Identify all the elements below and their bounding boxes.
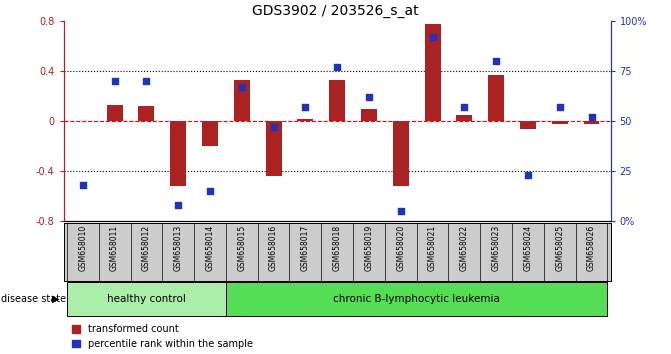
Point <box>364 95 374 100</box>
Bar <box>202 121 218 146</box>
Text: GSM658018: GSM658018 <box>333 225 342 271</box>
Text: GSM658012: GSM658012 <box>142 225 151 271</box>
Bar <box>107 105 123 121</box>
Text: GSM658014: GSM658014 <box>205 225 215 271</box>
Text: GSM658020: GSM658020 <box>397 225 405 271</box>
Bar <box>361 109 377 121</box>
Text: GSM658013: GSM658013 <box>174 225 183 271</box>
Point <box>141 79 152 84</box>
Bar <box>552 121 568 124</box>
Point <box>459 104 470 110</box>
Bar <box>520 121 536 129</box>
Text: GSM658016: GSM658016 <box>269 225 278 271</box>
Bar <box>488 75 504 121</box>
Point <box>268 124 279 130</box>
Point <box>109 79 120 84</box>
Bar <box>425 24 440 121</box>
Text: GSM658023: GSM658023 <box>492 225 501 271</box>
Point <box>395 209 406 214</box>
Point <box>205 188 215 194</box>
Bar <box>584 121 599 124</box>
Text: ▶: ▶ <box>52 294 59 304</box>
Point <box>554 104 565 110</box>
Point <box>523 172 533 178</box>
Text: GSM658022: GSM658022 <box>460 225 469 271</box>
Bar <box>329 80 345 121</box>
Point <box>491 58 501 64</box>
Text: GSM658019: GSM658019 <box>364 225 374 271</box>
Bar <box>456 115 472 121</box>
Bar <box>170 121 186 186</box>
Text: disease state: disease state <box>1 294 66 304</box>
Text: GSM658017: GSM658017 <box>301 225 310 271</box>
Bar <box>297 119 313 121</box>
Text: GSM658024: GSM658024 <box>523 225 533 271</box>
Point <box>427 34 438 40</box>
Text: healthy control: healthy control <box>107 294 186 304</box>
Text: GSM658021: GSM658021 <box>428 225 437 271</box>
Point <box>331 64 342 70</box>
Text: GSM658010: GSM658010 <box>79 225 87 271</box>
Point <box>77 182 88 188</box>
Text: GSM658026: GSM658026 <box>587 225 596 271</box>
Bar <box>226 282 607 316</box>
Bar <box>67 282 226 316</box>
Text: GDS3902 / 203526_s_at: GDS3902 / 203526_s_at <box>252 4 419 18</box>
Bar <box>138 106 154 121</box>
Text: chronic B-lymphocytic leukemia: chronic B-lymphocytic leukemia <box>333 294 500 304</box>
Point <box>173 202 184 208</box>
Bar <box>266 121 282 176</box>
Legend: transformed count, percentile rank within the sample: transformed count, percentile rank withi… <box>72 324 252 349</box>
Point <box>236 84 247 90</box>
Bar <box>234 80 250 121</box>
Point <box>300 104 311 110</box>
Text: GSM658025: GSM658025 <box>555 225 564 271</box>
Point <box>586 114 597 120</box>
Bar <box>393 121 409 186</box>
Text: GSM658011: GSM658011 <box>110 225 119 271</box>
Text: GSM658015: GSM658015 <box>238 225 246 271</box>
